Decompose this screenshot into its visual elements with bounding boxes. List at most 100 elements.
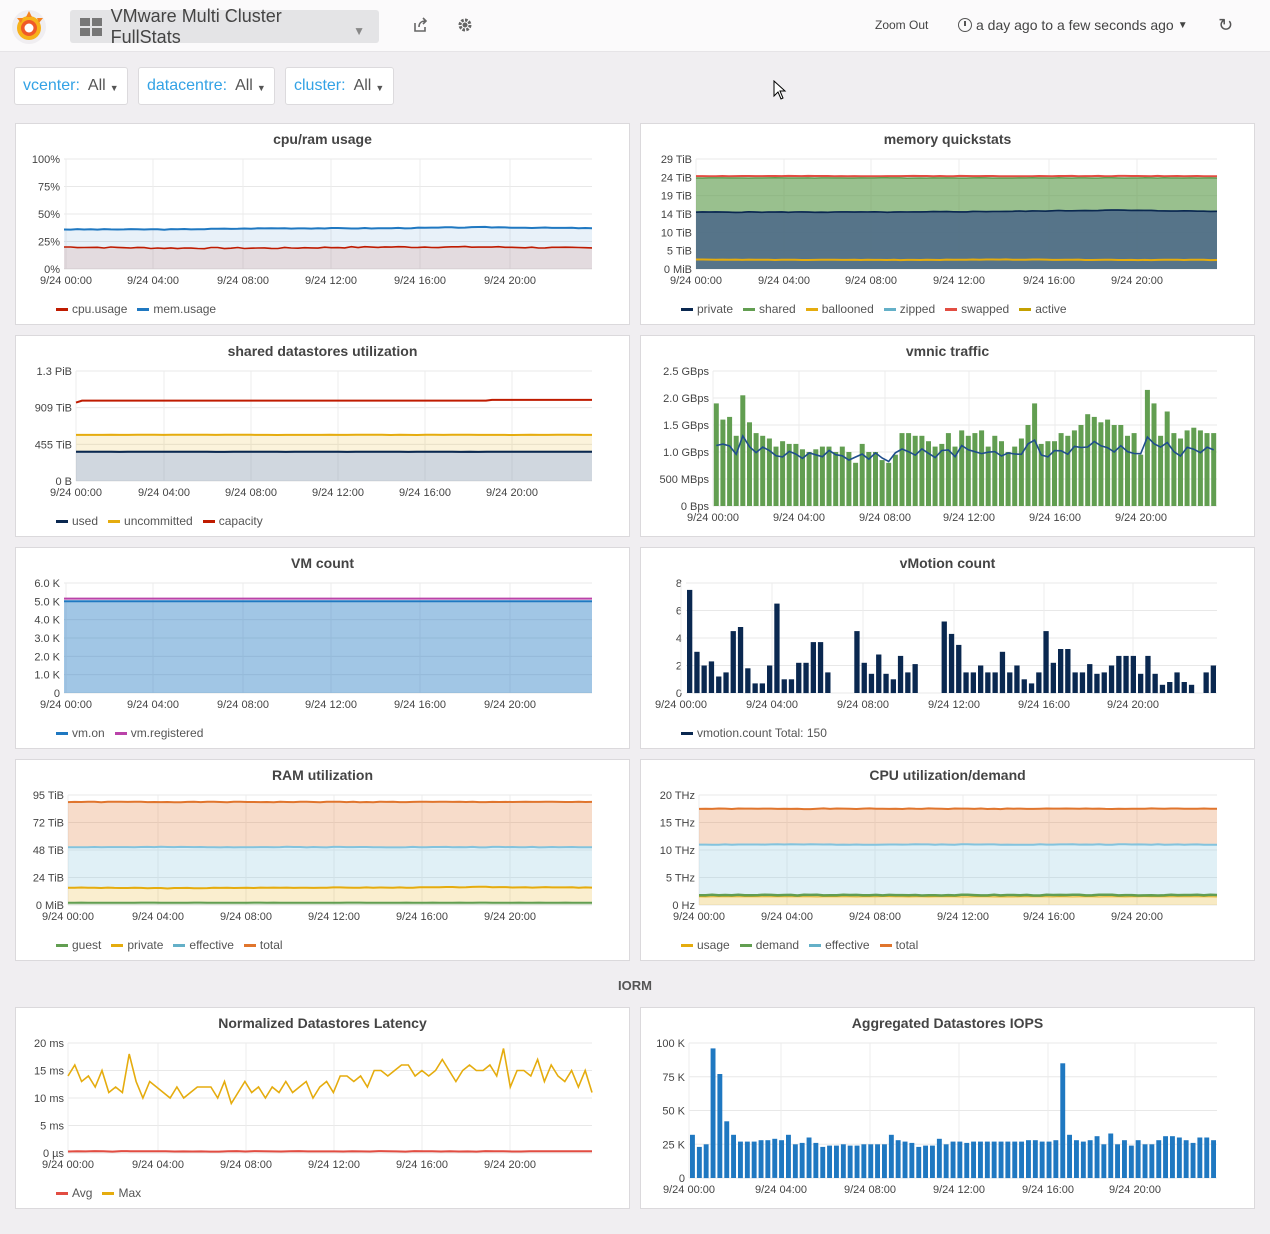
clock-icon [958,18,972,32]
panel-datastores-latency[interactable]: Normalized Datastores Latency 20 ms 15 ms… [15,1007,630,1209]
x-tick-label: 9/24 16:00 [394,699,446,711]
legend-item[interactable]: vmotion.count Total: 150 [681,726,827,740]
vmotion-bar [701,665,707,693]
traffic-bar [766,438,772,506]
panel-datastores-iops[interactable]: Aggregated Datastores IOPS 100 K 75 K 50 K… [640,1007,1255,1209]
x-tick-label: 9/24 04:00 [755,1184,807,1196]
panel-title: shared datastores utilization [227,343,418,359]
y-tick-label: 5 ms [40,1121,64,1133]
x-tick-label: 9/24 00:00 [673,911,725,923]
panel-title: memory quickstats [883,131,1012,147]
panel-cpu-ram-usage[interactable]: cpu/ram usage 100% 75% 50% 25% 0% 9/24 00:00 9… [15,123,630,325]
traffic-bar [1091,416,1097,506]
iops-bar [1032,1140,1038,1178]
zoom-out-button[interactable]: Zoom Out [875,18,929,32]
traffic-bar [800,449,805,506]
vmotion-bar [810,642,816,693]
traffic-bar [932,446,938,506]
y-tick-label: 0 µs [43,1148,65,1160]
chart-legend: used uncommitted capacity [56,514,263,528]
chart-legend: guest private effective total [56,938,283,952]
traffic-bar [740,395,746,506]
grafana-logo-icon[interactable] [10,8,48,46]
legend-item[interactable]: private [111,938,163,952]
legend-item[interactable]: uncommitted [108,514,193,528]
legend-item[interactable]: effective [173,938,234,952]
panel-title: CPU utilization/demand [869,767,1026,783]
legend-item[interactable]: used [56,514,98,528]
legend-label: private [127,938,164,952]
y-tick-label: 500 MBps [659,474,709,486]
panel-vm-count[interactable]: VM count 6.0 K 5.0 K 4.0 K 3.0 K 2.0 K 1.0 K 0… [15,547,630,749]
total-area [68,801,592,848]
variable-cluster[interactable]: cluster: All ▼ [285,67,394,105]
legend-item[interactable]: vm.on [56,726,105,740]
x-tick-label: 9/24 04:00 [127,275,179,287]
chart-legend: vmotion.count Total: 150 [681,726,827,740]
y-tick-label: 2 [676,661,682,673]
vmotion-bar [876,654,882,693]
time-range-picker[interactable]: a day ago to a few seconds ago ▼ [958,17,1188,33]
panel-memory-quickstats[interactable]: memory quickstats 29 TiB 24 TiB 19 TiB 14 T… [640,123,1255,325]
traffic-bar [1052,441,1057,506]
vmotion-bar [1079,672,1086,693]
chart-memory-quickstats: 29 TiB 24 TiB 19 TiB 14 TiB 10 TiB 5 TiB 0 MiB… [661,154,1218,287]
legend-item[interactable]: mem.usage [137,302,216,316]
iops-bar [936,1138,942,1178]
traffic-bar [1065,435,1071,506]
iops-bar [984,1141,990,1179]
legend-item[interactable]: guest [56,938,101,952]
private-line [67,885,593,890]
y-tick-label: 0 [679,1173,685,1185]
legend-item[interactable]: Avg [56,1186,92,1200]
chevron-down-icon: ▼ [353,23,365,38]
legend-item[interactable]: total [879,938,918,952]
x-tick-label: 9/24 08:00 [217,275,269,287]
iops-bar [1060,1063,1066,1179]
variable-datacentre[interactable]: datacentre: All ▼ [138,67,275,105]
legend-item[interactable]: active [1019,302,1067,316]
panel-ram-utilization[interactable]: RAM utilization 95 TiB 72 TiB 48 TiB 24 TiB… [15,759,630,961]
y-tick-label: 50% [38,209,60,221]
row-title-iorm[interactable]: IORM [618,978,652,993]
panel-vmnic-traffic[interactable]: vmnic traffic 2.5 GBps 2.0 GBps 1.5 GBps 1.… [640,335,1255,537]
x-tick-label: 9/24 20:00 [1111,275,1163,287]
refresh-icon[interactable]: ↻ [1218,15,1234,35]
traffic-bar [1178,438,1183,506]
legend-label: vm.registered [130,726,204,740]
legend-item[interactable]: cpu.usage [56,302,127,316]
traffic-bar [713,403,719,506]
gear-icon[interactable] [454,14,476,36]
variable-vcenter[interactable]: vcenter: All ▼ [14,67,128,105]
legend-item[interactable]: private [681,302,733,316]
y-tick-label: 10 ms [34,1093,64,1105]
iops-bar [895,1140,901,1178]
traffic-bar [1105,419,1111,506]
panel-cpu-utilization[interactable]: CPU utilization/demand 20 THz 15 THz 10 TH… [640,759,1255,961]
iops-bar [710,1048,716,1178]
legend-item[interactable]: total [243,938,283,952]
y-tick-label: 1.0 GBps [663,447,709,459]
legend-item[interactable]: shared [743,302,796,316]
panel-shared-datastores[interactable]: shared datastores utilization 1.3 PiB 909… [15,335,630,537]
legend-item[interactable]: zipped [883,302,935,316]
dashboard-picker[interactable]: VMware Multi Cluster FullStats ▼ [70,6,379,47]
legend-item[interactable]: effective [809,938,870,952]
legend-item[interactable]: vm.registered [114,726,204,740]
share-icon[interactable] [410,14,432,36]
legend-item[interactable]: ballooned [805,302,874,316]
traffic-bar [846,452,852,506]
x-tick-label: 9/24 12:00 [308,911,360,923]
iops-bar [1005,1141,1011,1179]
legend-item[interactable]: capacity [202,514,263,528]
iops-bar [779,1140,784,1178]
chart-datastores-latency: 20 ms 15 ms 10 ms 5 ms 0 µs9/24 00:00 9/24 04… [34,1038,593,1171]
legend-item[interactable]: demand [739,938,799,952]
legend-label: mem.usage [153,302,217,316]
traffic-bar [1018,438,1024,506]
legend-item[interactable]: Max [102,1186,141,1200]
panel-vmotion-count[interactable]: vMotion count 8 6 4 2 0 9/24 00:00 9/24 04:00 9… [640,547,1255,749]
legend-item[interactable]: swapped [945,302,1009,316]
legend-swatch [137,307,150,311]
legend-item[interactable]: usage [681,938,730,952]
